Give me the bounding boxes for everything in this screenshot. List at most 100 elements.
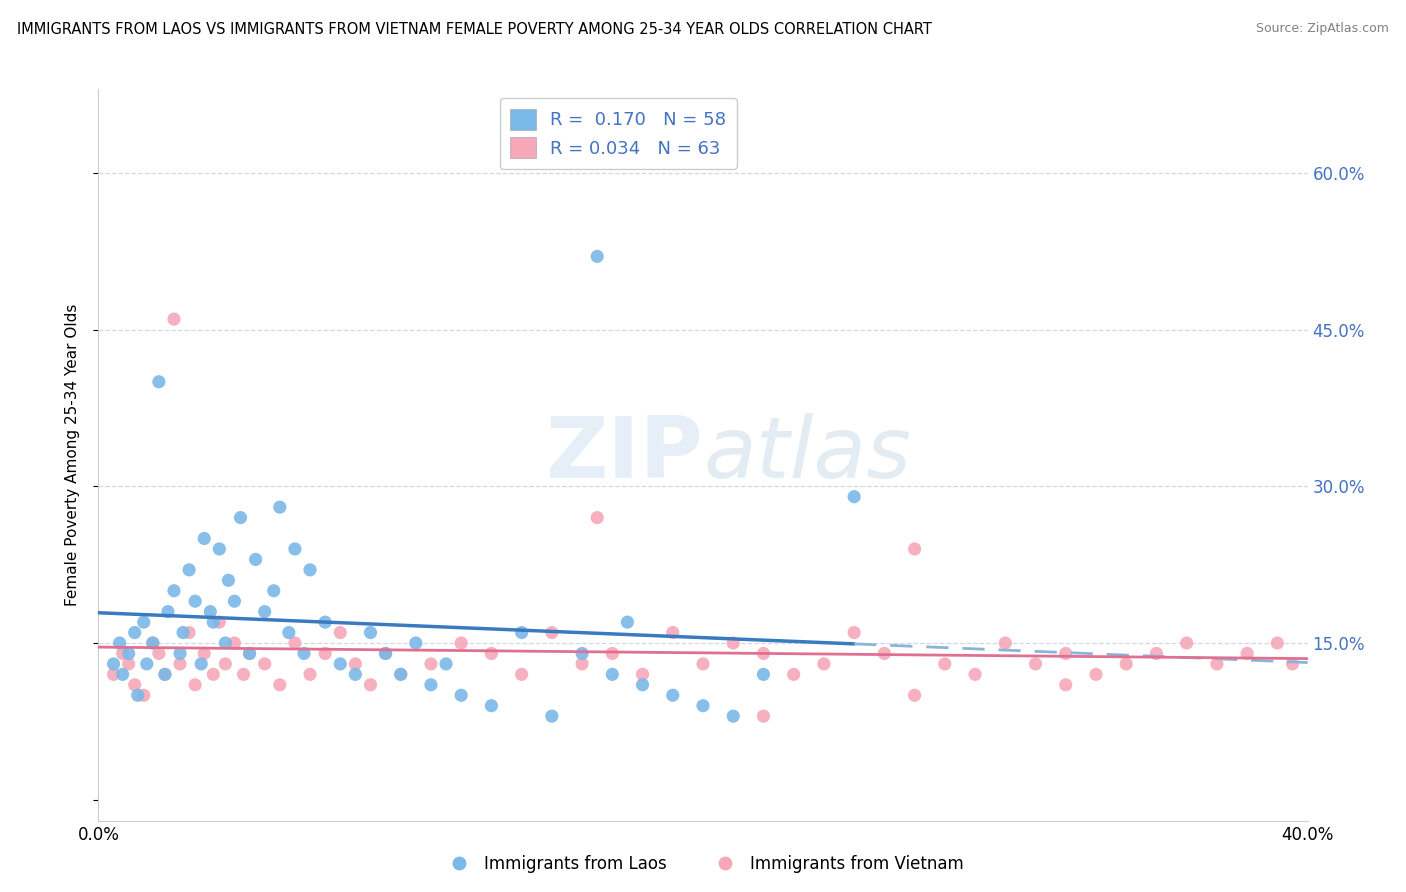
Point [813,657,835,671]
Point [314,647,336,661]
Point [156,605,179,619]
Point [284,541,307,556]
Point [420,678,443,692]
Point [202,615,225,629]
Point [124,625,146,640]
Point [873,647,896,661]
Point [1085,667,1108,681]
Point [374,647,396,661]
Point [292,647,315,661]
Point [169,657,191,671]
Point [904,688,927,702]
Point [571,647,593,661]
Point [752,709,775,723]
Point [692,657,714,671]
Point [450,688,472,702]
Point [1281,657,1303,671]
Point [1054,647,1077,661]
Point [602,647,624,661]
Point [844,490,866,504]
Point [229,510,252,524]
Text: atlas: atlas [703,413,911,497]
Point [193,532,215,546]
Point [360,678,382,692]
Point [420,657,443,671]
Point [163,583,186,598]
Point [142,636,165,650]
Point [184,594,207,608]
Point [329,625,352,640]
Point [253,605,276,619]
Point [344,657,367,671]
Point [245,552,267,566]
Point [360,625,382,640]
Point [108,636,131,650]
Point [540,709,562,723]
Point [586,249,609,263]
Point [481,647,503,661]
Point [263,583,285,598]
Point [783,667,806,681]
Point [752,647,775,661]
Point [571,657,593,671]
Point [208,541,231,556]
Point [299,563,322,577]
Point [153,667,176,681]
Point [103,657,125,671]
Point [934,657,956,671]
Point [239,647,262,661]
Point [299,667,322,681]
Text: ZIP: ZIP [546,413,703,497]
Point [193,647,215,661]
Point [510,667,533,681]
Point [904,541,927,556]
Point [314,615,336,629]
Point [510,625,533,640]
Text: Source: ZipAtlas.com: Source: ZipAtlas.com [1256,22,1389,36]
Point [389,667,412,681]
Point [1267,636,1289,650]
Point [179,563,201,577]
Point [1054,678,1077,692]
Point [208,615,231,629]
Point [602,667,624,681]
Point [135,657,157,671]
Point [111,647,134,661]
Point [179,625,201,640]
Point [118,647,141,661]
Point [616,615,638,629]
Point [184,678,207,692]
Point [239,647,262,661]
Point [752,667,775,681]
Point [224,636,246,650]
Point [1144,647,1167,661]
Point [344,667,367,681]
Point [844,625,866,640]
Point [202,667,225,681]
Point [540,625,562,640]
Point [148,375,170,389]
Point [586,510,609,524]
Point [200,605,222,619]
Text: IMMIGRANTS FROM LAOS VS IMMIGRANTS FROM VIETNAM FEMALE POVERTY AMONG 25-34 YEAR : IMMIGRANTS FROM LAOS VS IMMIGRANTS FROM … [17,22,932,37]
Point [374,647,396,661]
Point [132,688,155,702]
Point [723,709,745,723]
Point [124,678,146,692]
Point [214,636,236,650]
Point [269,500,291,515]
Point [1236,647,1258,661]
Point [153,667,176,681]
Point [389,667,412,681]
Point [1115,657,1137,671]
Point [148,647,170,661]
Point [661,625,683,640]
Point [1175,636,1198,650]
Point [1206,657,1229,671]
Point [661,688,683,702]
Point [253,657,276,671]
Point [132,615,155,629]
Point [232,667,254,681]
Point [118,657,141,671]
Point [190,657,212,671]
